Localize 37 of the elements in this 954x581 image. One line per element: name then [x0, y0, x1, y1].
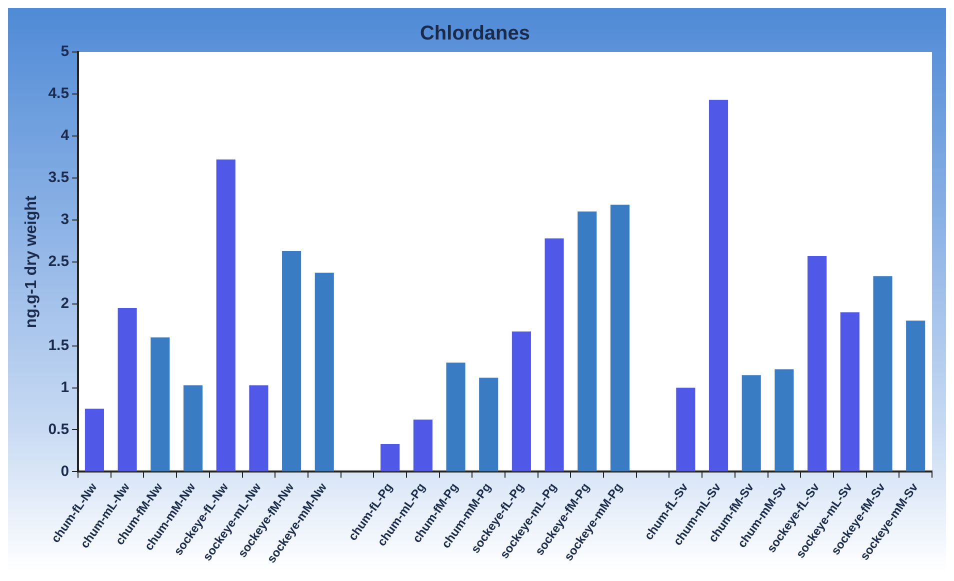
y-tick-label: 0.5 [48, 420, 70, 438]
bar [840, 312, 860, 472]
y-tick-label: 0 [60, 462, 70, 480]
bar [512, 332, 531, 472]
y-tick-label: 4.5 [48, 85, 70, 102]
bar [249, 385, 268, 472]
bar [314, 272, 334, 472]
y-axis-title: ng.g-1 dry weight [23, 194, 40, 328]
chart-title: Chlordanes [420, 22, 530, 45]
y-tick-label: 2 [60, 294, 70, 312]
bar [610, 204, 630, 472]
bar [808, 256, 827, 472]
bar [544, 238, 564, 472]
bar [708, 100, 728, 472]
bar [183, 385, 203, 472]
bar [118, 308, 137, 472]
bar [150, 337, 170, 472]
y-tick-label: 5 [60, 43, 70, 60]
bar [413, 420, 432, 472]
bar [380, 444, 400, 472]
bar [216, 159, 236, 472]
y-tick-label: 2.5 [48, 253, 70, 270]
bar [578, 211, 597, 472]
bar [774, 369, 794, 472]
bar [873, 276, 892, 472]
bar [282, 250, 302, 472]
bar [84, 408, 104, 472]
bar [446, 362, 466, 472]
y-tick-label: 1.5 [48, 336, 70, 354]
bar [479, 378, 498, 472]
y-tick-label: 1 [60, 378, 70, 396]
y-tick-label: 4 [60, 127, 70, 144]
bar [906, 320, 926, 472]
y-tick-label: 3 [60, 211, 70, 228]
y-tick-label: 3.5 [48, 169, 70, 186]
bar [742, 375, 761, 472]
bar [676, 388, 696, 472]
